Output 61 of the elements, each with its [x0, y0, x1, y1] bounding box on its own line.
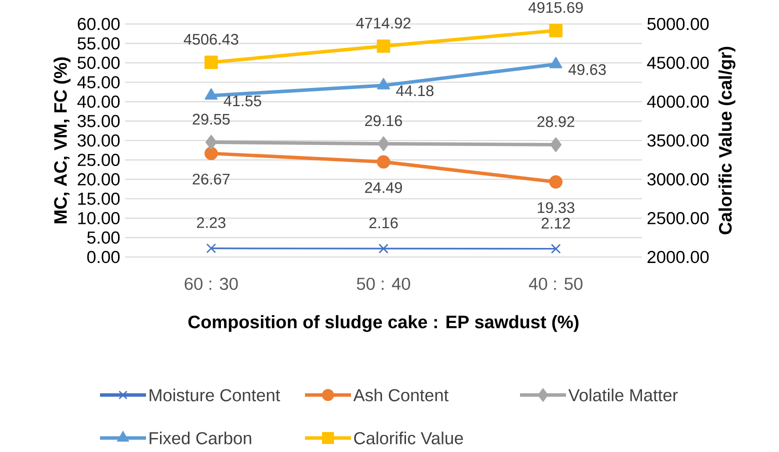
data-label: 2.23 [197, 217, 226, 228]
x-tick-label: 50 : 40 [356, 278, 410, 290]
point [377, 78, 390, 90]
point [376, 155, 390, 169]
y-tick-label: 25.00 [78, 154, 120, 166]
point [204, 146, 218, 160]
data-label: 28.92 [537, 116, 574, 128]
y2-axis-title: Calorific Value (cal/gr) [718, 46, 736, 234]
point [206, 243, 216, 254]
data-label: 41.55 [224, 96, 262, 106]
legend-label: Ash Content [353, 388, 448, 402]
point [550, 244, 561, 254]
y2-tick-label: 4000.00 [647, 96, 709, 108]
data-label: 29.16 [365, 115, 402, 126]
y2-tick-label: 3000.00 [647, 173, 709, 186]
data-label: 44.18 [396, 85, 434, 96]
y-tick-label: 0.00 [87, 250, 120, 264]
y2-tick-label: 5000.00 [647, 18, 709, 30]
y-tick-label: 30.00 [78, 134, 120, 147]
legend-label: Calorific Value [354, 432, 463, 444]
data-label: 2.16 [369, 217, 398, 228]
point [378, 244, 388, 254]
data-label: 4714.92 [356, 18, 410, 29]
legend-label: Fixed Carbon [150, 432, 252, 444]
y-axis-title: MC, AC, VM, FC (%) [54, 57, 70, 224]
y2-tick-label: 4500.00 [647, 56, 709, 69]
data-label: 2.12 [542, 218, 570, 228]
point [549, 56, 562, 68]
y-tick-label: 40.00 [77, 96, 120, 108]
y-tick-label: 50.00 [78, 56, 120, 69]
data-label: 29.55 [192, 114, 230, 125]
data-label: 24.49 [365, 182, 402, 194]
y2-tick-label: 3500.00 [647, 134, 709, 147]
y-tick-label: 45.00 [77, 76, 120, 88]
x-tick-label: 40 : 50 [528, 278, 582, 290]
point [549, 175, 563, 189]
data-label: 49.63 [568, 64, 606, 76]
y-tick-label: 55.00 [78, 37, 120, 50]
point [549, 24, 563, 38]
y-tick-label: 10.00 [78, 212, 120, 224]
y-tick-label: 60.00 [78, 18, 120, 30]
y-tick-label: 35.00 [78, 114, 120, 128]
data-label: 26.67 [192, 174, 230, 185]
data-label: 4915.69 [528, 2, 583, 13]
y2-tick-label: 2000.00 [648, 250, 709, 264]
data-label: 19.33 [538, 202, 574, 214]
point [376, 39, 390, 53]
point [206, 134, 217, 150]
point [378, 136, 390, 152]
legend-label: Volatile Matter [568, 388, 678, 402]
y2-tick-label: 2500.00 [648, 212, 709, 224]
point [550, 137, 562, 152]
x-axis-title: Composition of sludge cake : EP sawdust (%) [188, 315, 578, 332]
y-tick-label: 20.00 [78, 173, 120, 186]
point [204, 56, 218, 69]
legend-label: Moisture Content [150, 388, 280, 402]
data-label: 4506.43 [184, 34, 238, 45]
x-tick-label: 60 : 30 [184, 278, 238, 290]
point [204, 88, 218, 100]
y-tick-label: 5.00 [87, 231, 120, 244]
y-tick-label: 15.00 [78, 192, 120, 205]
